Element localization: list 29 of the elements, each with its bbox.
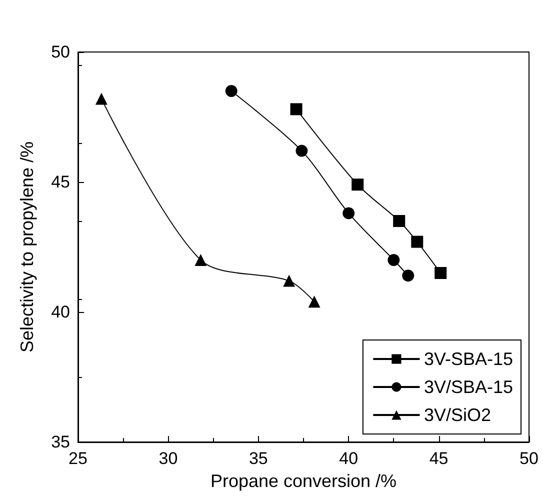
point	[283, 274, 296, 287]
point	[225, 85, 238, 97]
point	[352, 178, 364, 191]
legend-label: 3V/SiO2	[424, 405, 491, 425]
y-axis-title: Selectivity to propylene /%	[17, 141, 37, 353]
point	[342, 207, 355, 220]
y-tick-label: 45	[51, 172, 70, 192]
point	[296, 144, 308, 157]
x-tick-label: 25	[68, 449, 88, 468]
point	[434, 267, 447, 279]
point	[95, 92, 108, 105]
y-tick-label: 40	[51, 302, 70, 322]
x-tick-label: 30	[158, 449, 178, 468]
y-tick-label: 50	[51, 42, 70, 62]
x-tick-label: 50	[520, 449, 538, 468]
point	[402, 270, 414, 282]
point	[411, 236, 424, 248]
y-tick-label: 35	[51, 432, 70, 452]
point	[194, 254, 207, 266]
point	[393, 215, 406, 227]
point	[290, 103, 302, 116]
x-tick-label: 45	[429, 449, 448, 468]
x-tick-label: 40	[339, 449, 358, 468]
point	[388, 254, 400, 266]
legend-label: 3V-SBA-15	[424, 349, 514, 369]
x-tick-label: 35	[248, 449, 268, 468]
x-axis-title: Propane conversion /%	[210, 471, 397, 491]
legend-label: 3V/SBA-15	[424, 377, 514, 397]
point	[308, 296, 320, 308]
